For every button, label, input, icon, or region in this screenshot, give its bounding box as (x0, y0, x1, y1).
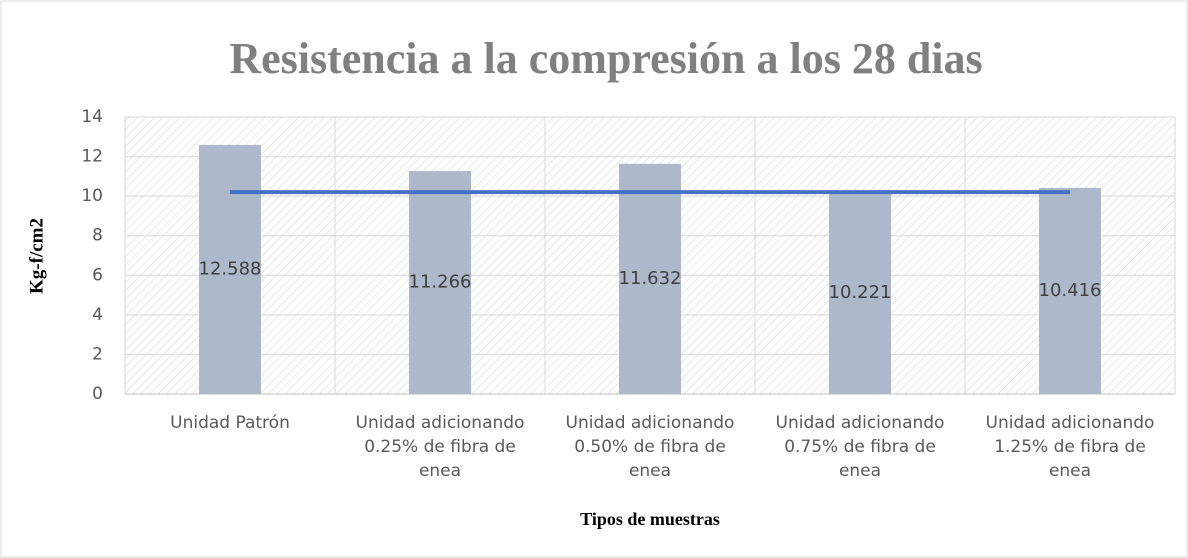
data-label: 11.266 (409, 272, 472, 293)
x-tick-label: Unidad adicionando 0.50% de fibra de enea (566, 413, 735, 481)
data-label: 12.588 (199, 258, 262, 279)
x-tick-label: Unidad Patrón (170, 413, 290, 433)
chart-title: Resistencia a la compresión a los 28 dia… (229, 34, 982, 83)
y-tick-label: 4 (92, 305, 103, 325)
x-tick-label: Unidad adicionando 0.75% de fibra de enea (776, 413, 945, 481)
data-label: 10.221 (829, 282, 892, 303)
bar (199, 144, 261, 394)
y-axis-label: Kg-f/cm2 (26, 218, 47, 294)
data-label: 11.632 (619, 268, 682, 289)
bar (619, 163, 681, 394)
y-tick-label: 0 (92, 384, 103, 404)
y-tick-label: 10 (81, 186, 103, 206)
x-tick-label: Unidad adicionando 0.25% de fibra de enea (356, 413, 525, 481)
y-tick-label: 12 (81, 147, 103, 167)
data-label: 10.416 (1039, 280, 1102, 301)
bar (1039, 187, 1101, 394)
x-axis-label: Tipos de muestras (580, 509, 720, 529)
y-tick-label: 14 (81, 107, 103, 127)
bar (409, 171, 471, 394)
x-tick-label: Unidad adicionando 1.25% de fibra de enea (986, 413, 1155, 481)
y-tick-label: 6 (92, 265, 103, 285)
bar (829, 191, 891, 394)
y-tick-label: 8 (92, 226, 103, 246)
y-tick-label: 2 (92, 344, 103, 364)
